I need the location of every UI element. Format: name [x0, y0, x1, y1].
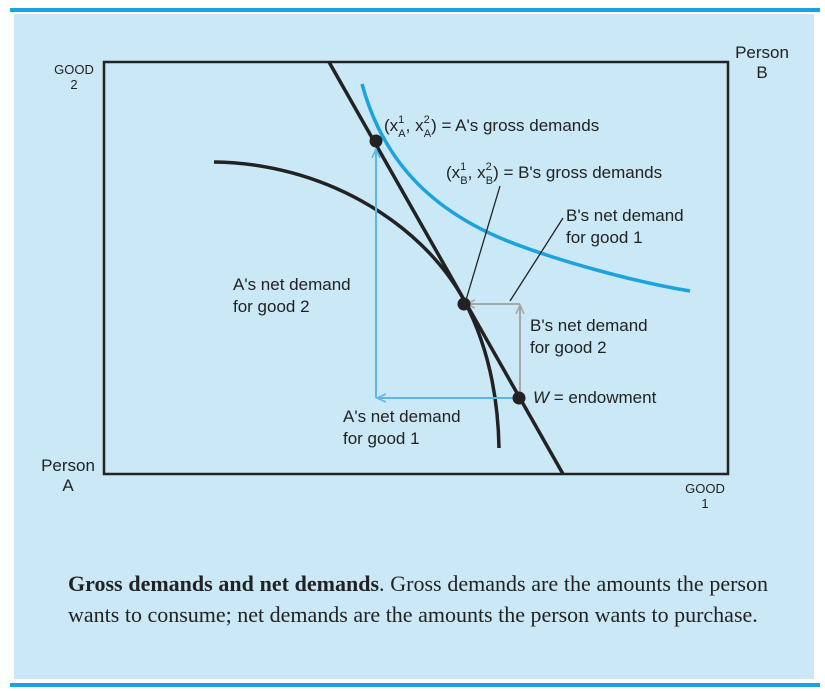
caption-title: Gross demands and net demands: [68, 571, 380, 596]
a-net-demand-good2-label-2: for good 2: [233, 297, 310, 316]
a-net-demand-good2-label-1: A's net demand: [233, 275, 351, 294]
a-gross-demand-label: (x1 A, x2 A) = A's gross demands: [384, 114, 599, 140]
figure-caption: Gross demands and net demands. Gross dem…: [68, 568, 768, 630]
a-net-demand-good1-label-2: for good 1: [343, 429, 420, 448]
indifference-curve-a: [360, 83, 691, 293]
figure-panel: [14, 14, 814, 679]
good2-label: GOOD: [54, 62, 94, 77]
endowment-label: W = endowment: [533, 388, 657, 407]
b-net-demand-good2-label-2: for good 2: [530, 338, 607, 357]
top-rule: [10, 8, 820, 12]
good1-label: GOOD: [685, 481, 725, 496]
budget-line: [327, 61, 565, 475]
endowment-point: [512, 391, 526, 405]
person-b-label: Person: [735, 43, 789, 62]
edgeworth-box: [102, 60, 730, 476]
b-net-good1-leader-line: [509, 217, 564, 302]
a-net-demand-good1-label-1: A's net demand: [343, 407, 461, 426]
a-gross-demand-point: [369, 134, 383, 148]
good2-number: 2: [70, 77, 77, 92]
person-b-letter: B: [756, 63, 767, 82]
bottom-rule: [10, 683, 820, 687]
person-a-label: Person: [41, 456, 95, 475]
caption-text: . Gross demands are the amounts the pers…: [68, 571, 768, 627]
person-a-letter: A: [62, 476, 74, 495]
good1-number: 1: [701, 496, 708, 511]
b-net-demand-good2-label-1: B's net demand: [530, 316, 648, 335]
b-net-demand-good1-label-1: B's net demand: [566, 206, 684, 225]
b-net-demand-good1-label-2: for good 1: [566, 228, 643, 247]
b-gross-leader-line: [465, 185, 501, 301]
b-gross-demand-point: [457, 297, 471, 311]
b-gross-demand-label: (x1 B, x2 B) = B's gross demands: [446, 161, 662, 187]
